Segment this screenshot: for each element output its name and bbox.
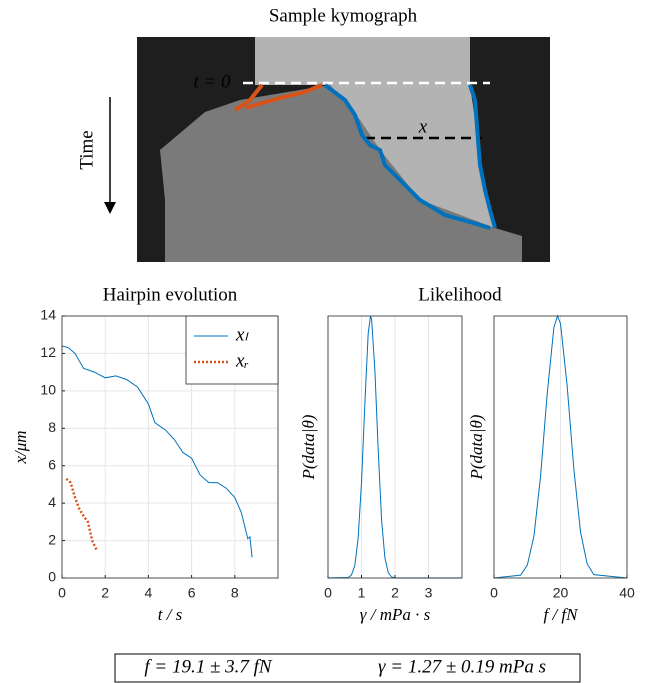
y-axis-label: P(data|θ) [299,414,318,480]
trace [244,83,323,110]
x-axis-label: t / s [158,605,183,624]
series-line [65,477,98,551]
kymograph-region [255,37,495,228]
x-tick-label: 8 [231,585,239,601]
kymograph-title: Sample kymograph [269,5,418,26]
x-tick-label: 2 [391,585,399,601]
trace [233,83,264,112]
x-tick-label: 3 [425,585,433,601]
summary-text: γ = 1.27 ± 0.19 mPa s [378,656,546,677]
axes-box [327,315,463,579]
y-tick-label: 0 [48,569,56,585]
y-tick-label: 14 [40,307,56,323]
x-tick-label: 6 [188,585,196,601]
left-trace [323,83,491,230]
x-axis-label: γ / mPa · s [360,605,431,624]
x-tick-label: 2 [101,585,109,601]
y-tick-label: 4 [48,494,56,510]
y-tick-label: 6 [48,456,56,472]
legend-label: xₗ [235,324,249,345]
axes-box [493,315,628,579]
x-tick-label: 40 [619,585,635,601]
y-axis-label: x/μm [11,430,30,464]
x-tick-label: 0 [490,585,498,601]
x-tick-label: 1 [358,585,366,601]
chart-title: Hairpin evolution [103,284,238,305]
legend-label: xᵣ [235,350,249,371]
x-label: x [418,116,428,137]
t0-label: t = 0 [193,71,231,92]
chart-title: Likelihood [418,284,502,305]
time-arrowhead [104,202,116,214]
right-trace [468,84,497,229]
series-line [327,315,462,579]
kymograph: Sample kymograph t = 0 x Time [76,5,550,262]
x-tick-label: 0 [324,585,332,601]
x-axis-label: f / fN [543,605,579,624]
y-tick-label: 8 [48,419,56,435]
x-tick-label: 0 [58,585,66,601]
summary-box [114,653,581,683]
x-tick-label: 4 [145,585,153,601]
y-tick-label: 2 [48,531,56,547]
axes-box [61,315,279,579]
summary-text: f = 19.1 ± 3.7 fN [144,656,273,677]
time-label: Time [76,130,97,169]
series-line [61,345,253,558]
y-axis-label: P(data|θ) [467,414,486,480]
x-tick-label: 20 [553,585,569,601]
kymograph-region [160,85,522,262]
legend-box [185,315,279,385]
y-tick-label: 10 [40,382,56,398]
y-tick-label: 12 [40,344,56,360]
